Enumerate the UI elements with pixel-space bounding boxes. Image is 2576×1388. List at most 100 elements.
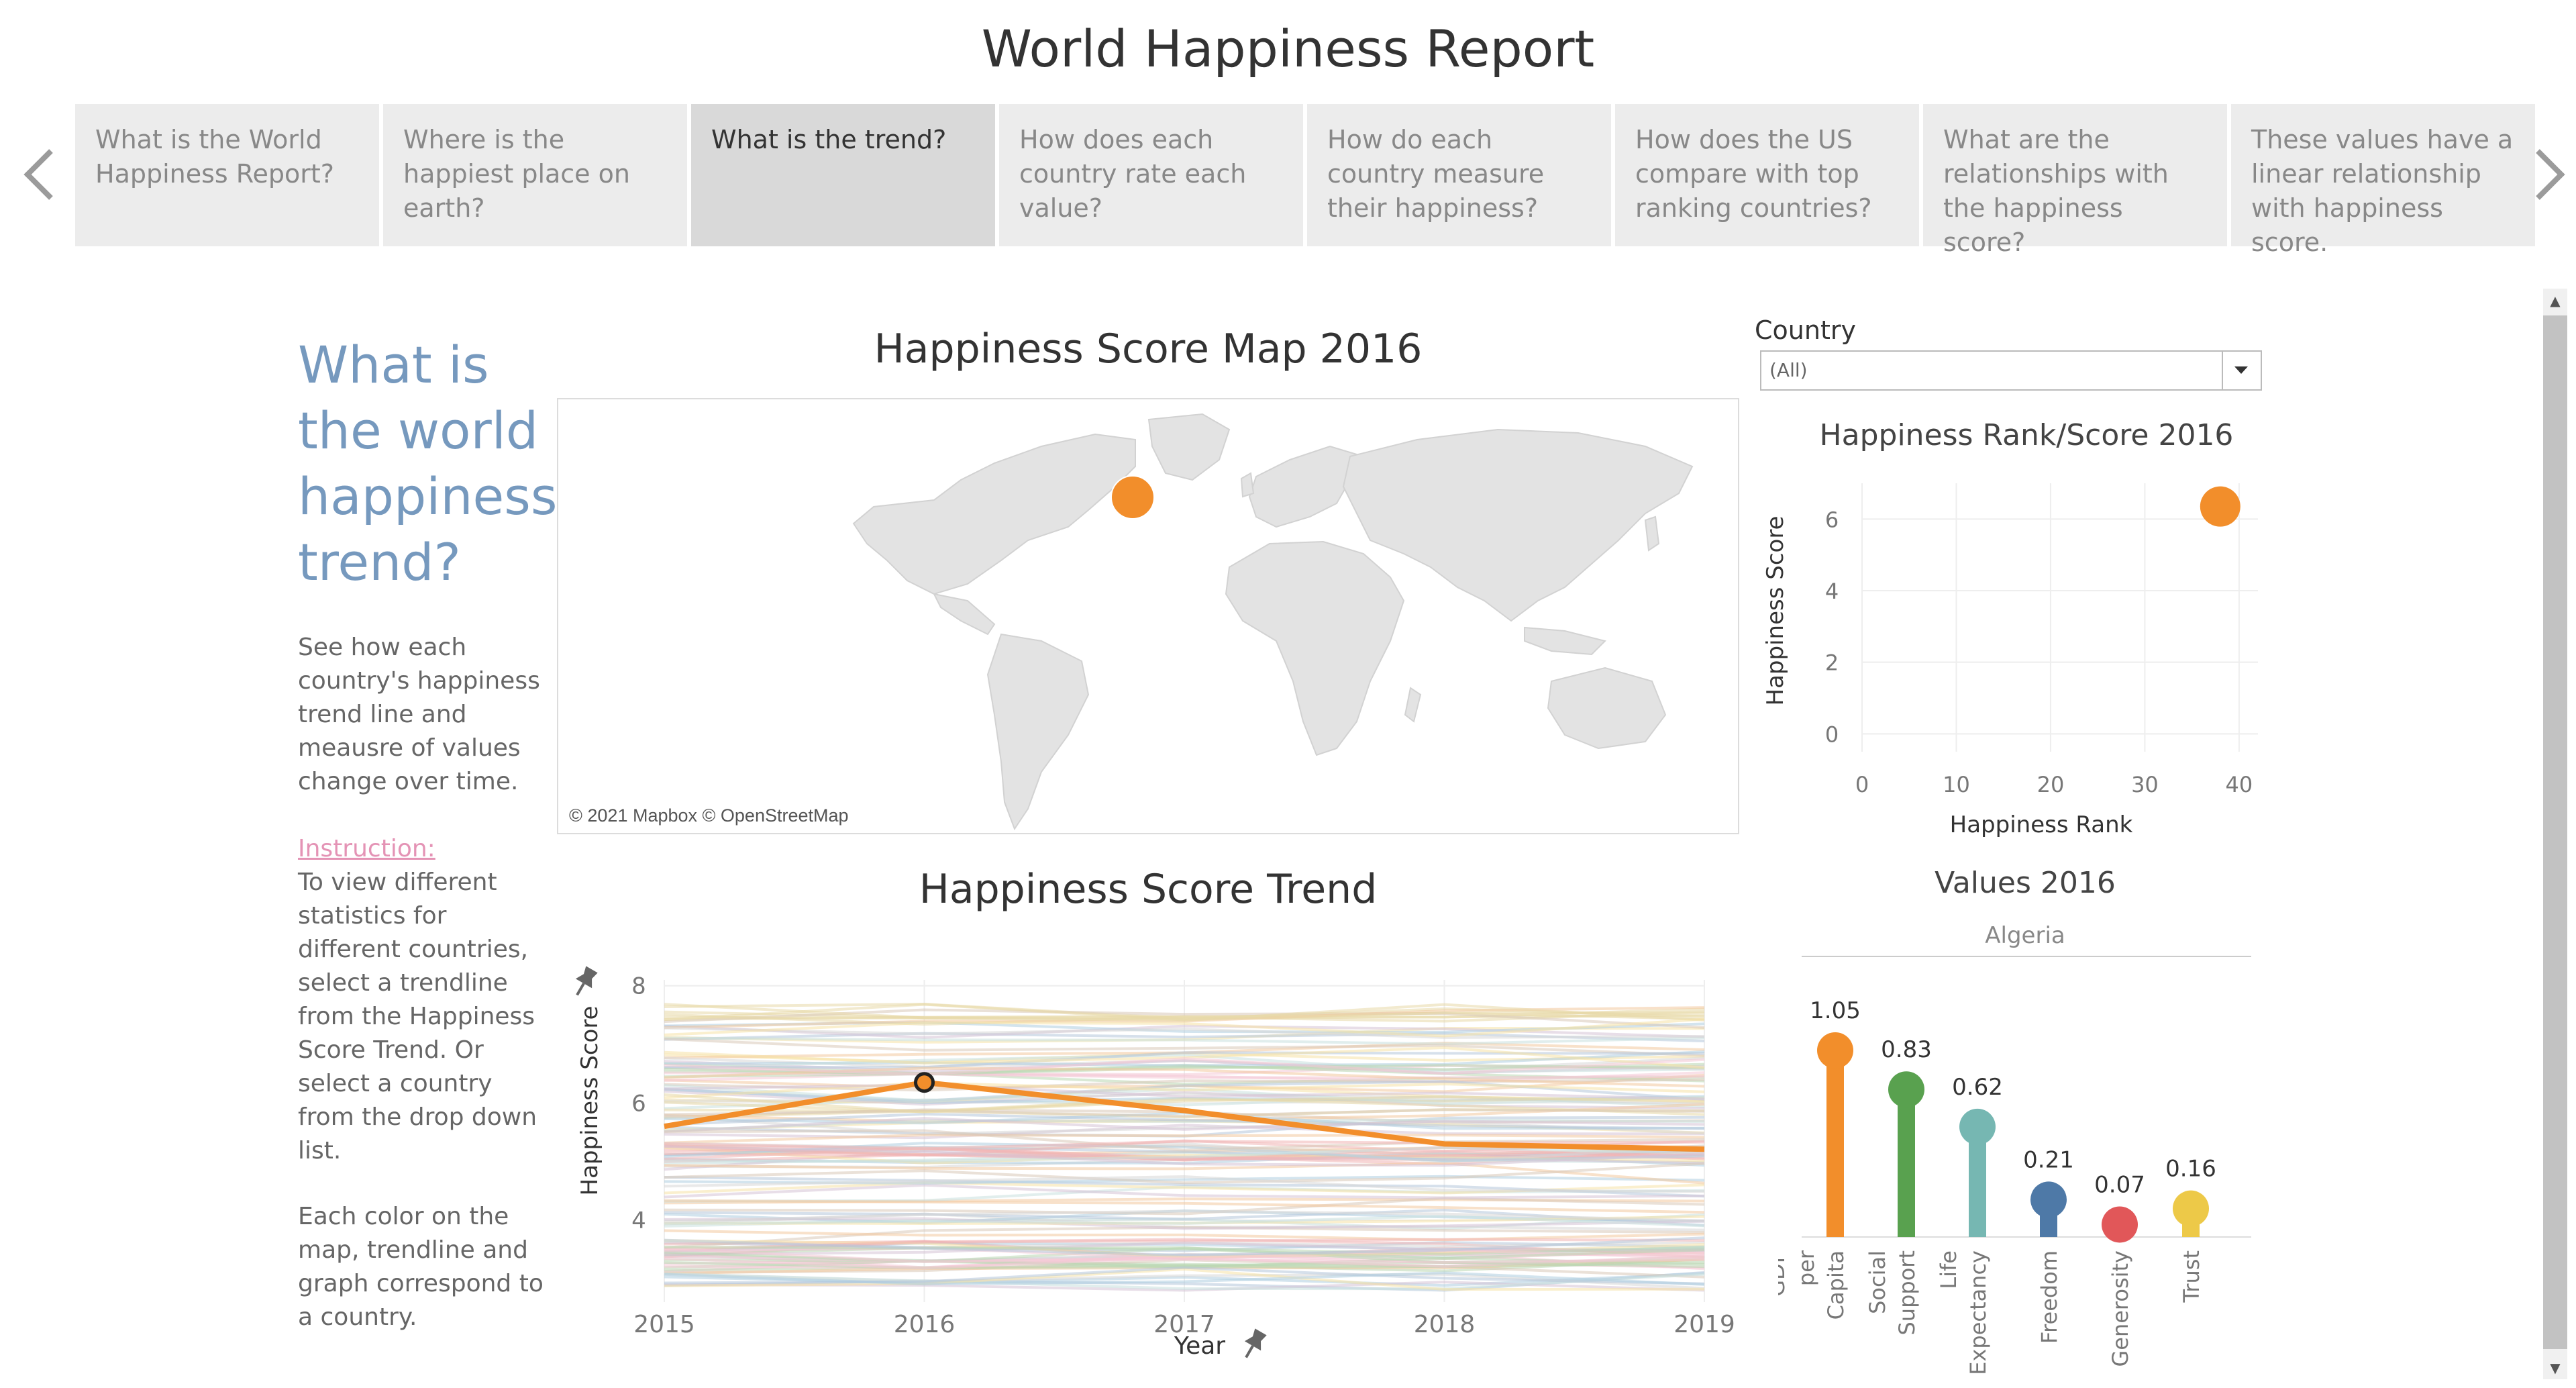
trend-line-country[interactable] [664, 1134, 1705, 1144]
trend-line-country[interactable] [664, 1183, 1705, 1199]
uk-shape [1240, 472, 1255, 498]
story-tab-6[interactable]: How does the US compare with top ranking… [1615, 104, 1919, 246]
trend-line-highlighted[interactable] [664, 1079, 1705, 1152]
trend-line-country[interactable] [664, 1146, 1705, 1162]
trend-x-axis-label: Year [1174, 1332, 1225, 1360]
values-data-label: 0.83 [1881, 1036, 1932, 1063]
trend-line-country[interactable] [664, 1053, 1705, 1073]
values-data-label: 1.05 [1810, 997, 1861, 1024]
values-marks: 1.05 GDP per Capita 0.83 Social Support 0.62 Lif… [1778, 997, 2216, 1375]
trend-line-country[interactable] [664, 1129, 1705, 1152]
rank-score-chart[interactable]: Happiness Rank/Score 2016 0 10 20 30 400246 … [1745, 403, 2295, 852]
trend-line-country[interactable] [664, 1267, 1705, 1291]
values-bar-head[interactable] [2030, 1181, 2067, 1218]
chevron-right-icon[interactable] [2518, 138, 2576, 211]
map-marker-algeria [1111, 475, 1155, 519]
trend-line-country[interactable] [664, 1117, 1705, 1134]
trend-line-country[interactable] [664, 1246, 1705, 1264]
values-data-label: 0.21 [2023, 1146, 2074, 1173]
trend-line-country[interactable] [664, 1162, 1705, 1185]
scrollbar-thumb[interactable] [2543, 315, 2567, 1349]
trend-line-country[interactable] [664, 1108, 1705, 1118]
story-tab-5[interactable]: How do each country measure their happin… [1307, 104, 1611, 246]
story-tab-7[interactable]: What are the relationships with the happ… [1923, 104, 2227, 257]
trend-line-country[interactable] [664, 1162, 1705, 1185]
asia-shape [1342, 428, 1694, 622]
chevron-down-icon[interactable] [2222, 352, 2259, 389]
south-america-shape [986, 633, 1090, 831]
chevron-left-icon[interactable] [11, 138, 71, 211]
trend-line-country[interactable] [664, 1003, 1705, 1022]
pin-icon[interactable] [1238, 1327, 1269, 1362]
trend-line-country[interactable] [664, 1037, 1705, 1057]
scatter-y-tick: 0 [1825, 722, 1839, 747]
scatter-title: Happiness Rank/Score 2016 [1820, 418, 2234, 452]
trend-line-country[interactable] [664, 1271, 1705, 1286]
scatter-point[interactable] [2200, 486, 2240, 527]
trend-line-country[interactable] [664, 1036, 1705, 1046]
trend-line-country[interactable] [664, 1199, 1705, 1214]
trend-line-country[interactable] [664, 1175, 1705, 1193]
instruction-label: Instruction: [298, 835, 435, 862]
trend-selected-point[interactable] [914, 1072, 935, 1093]
values-category-word: Support [1894, 1250, 1920, 1336]
values-chart[interactable]: Values 2016 Algeria 1.05 GDP per Capita 0.83… [1778, 856, 2288, 1386]
trend-line-country[interactable] [664, 1214, 1705, 1228]
trend-line-country[interactable] [664, 1083, 1705, 1101]
trend-x-tick: 2018 [1414, 1311, 1476, 1338]
scatter-grid [1861, 483, 2258, 752]
scatter-x-tick: 0 [1855, 772, 1869, 797]
scatter-y-axis-label: Happiness Score [1762, 516, 1789, 706]
country-dropdown[interactable]: (All) [1760, 350, 2262, 391]
values-data-label: 0.07 [2094, 1171, 2145, 1198]
trend-line-country[interactable] [664, 1229, 1705, 1242]
trend-line-country[interactable] [664, 1217, 1705, 1230]
trend-line-country[interactable] [664, 1272, 1705, 1291]
trend-line-country[interactable] [664, 1140, 1705, 1150]
values-title: Values 2016 [1935, 866, 2116, 900]
trend-line-country[interactable] [664, 1145, 1705, 1167]
story-tab-2[interactable]: Where is the happiest place on earth? [383, 104, 687, 246]
values-bar-head[interactable] [1817, 1032, 1853, 1069]
story-tabs: What is the World Happiness Report? Wher… [75, 104, 2535, 257]
trend-line-country[interactable] [664, 1096, 1705, 1113]
values-bar-head[interactable] [2102, 1206, 2138, 1243]
report-title: World Happiness Report [981, 19, 1595, 79]
trend-line-country[interactable] [664, 1112, 1705, 1130]
values-category-label: Trust [2179, 1250, 2204, 1303]
values-group-label: Algeria [1985, 922, 2065, 949]
greenland-shape [1147, 413, 1231, 481]
scroll-up-icon[interactable]: ▲ [2550, 293, 2561, 309]
world-map[interactable] [557, 398, 1739, 834]
story-tab-8[interactable]: These values have a linear relationship … [2231, 104, 2535, 257]
values-bar-head[interactable] [2173, 1190, 2209, 1227]
pin-icon[interactable] [569, 964, 600, 999]
values-bar-head[interactable] [1888, 1071, 1924, 1108]
scatter-x-tick: 40 [2226, 772, 2253, 797]
instruction-block: Instruction: To view different statistic… [298, 832, 553, 1168]
trend-line-country[interactable] [664, 1018, 1705, 1038]
story-tab-1[interactable]: What is the World Happiness Report? [75, 104, 379, 246]
trend-line-country[interactable] [664, 1026, 1705, 1039]
trend-line-country[interactable] [664, 1209, 1705, 1223]
trend-line-country[interactable] [664, 1081, 1705, 1099]
trend-y-tick: 8 [631, 973, 646, 1000]
values-category-label: Life Expectancy [1936, 1250, 1991, 1375]
instruction-text: To view different statistics for differe… [298, 869, 537, 1164]
trend-y-tick: 4 [631, 1207, 646, 1234]
trend-line-country[interactable] [664, 1057, 1705, 1076]
color-note: Each color on the map, trendline and gra… [298, 1203, 544, 1331]
story-tab-3[interactable]: What is the trend? [691, 104, 995, 246]
trend-line-country[interactable] [664, 1241, 1705, 1256]
values-category-word: Freedom [2037, 1250, 2062, 1344]
trend-line-country[interactable] [664, 1246, 1705, 1260]
scatter-x-tick: 20 [2037, 772, 2065, 797]
scroll-down-icon[interactable]: ▼ [2550, 1360, 2561, 1376]
story-tab-4[interactable]: How does each country rate each value? [999, 104, 1303, 246]
trend-line-country[interactable] [664, 1093, 1705, 1113]
scatter-x-tick: 30 [2131, 772, 2159, 797]
values-bar-head[interactable] [1959, 1108, 1996, 1145]
trend-line-country[interactable] [664, 1236, 1705, 1257]
trend-line-country[interactable] [664, 1197, 1705, 1216]
